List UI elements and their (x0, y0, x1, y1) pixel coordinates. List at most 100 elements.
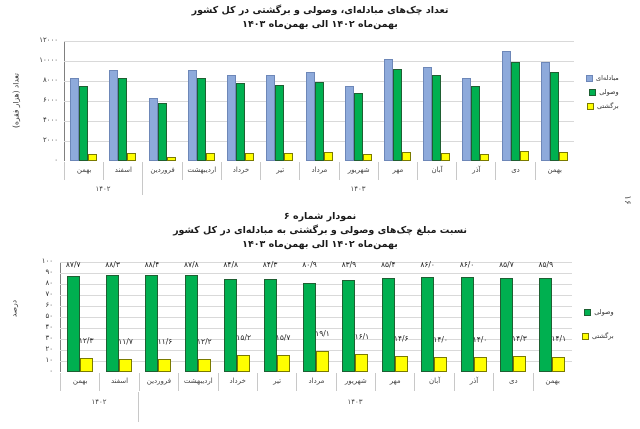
gridline (60, 295, 572, 296)
chart1-year-1402: ۱۴۰۲ (95, 185, 111, 193)
returned-percent-bar (276, 354, 290, 372)
returned-data-label: ۱۹/۱ (315, 328, 330, 338)
y-tick-label: ۴۰ (45, 323, 53, 331)
exchanged-bar (501, 51, 511, 161)
returned-data-label: ۱۶/۱ (354, 332, 370, 342)
collected-data-label: ۸۵/۴ (380, 260, 396, 269)
returned-data-label: ۱۴/۱ (551, 334, 567, 344)
collected-bar (353, 93, 363, 161)
x-category-label: تیر (256, 373, 296, 391)
exchanged-bar (540, 62, 550, 161)
returned-data-label: ۱۴/۶ (393, 333, 409, 343)
returned-bar (166, 156, 176, 161)
y-tick-label: ۷۰ (45, 290, 53, 298)
legend-label: برگشتی (592, 332, 614, 340)
returned-percent-bar (197, 358, 211, 372)
returned-bar (362, 154, 372, 161)
x-category-label: آذر (456, 162, 495, 180)
returned-bar (480, 154, 490, 161)
legend-label: وصولی (594, 308, 614, 316)
collected-data-label: ۸۸/۴ (144, 260, 160, 269)
collected-bar (432, 75, 442, 161)
returned-bar (323, 151, 333, 161)
legend-item-exchanged: مبادله‌ای (586, 74, 619, 82)
y-tick-label: ۸۰۰۰ (42, 76, 58, 84)
gridline (60, 339, 572, 340)
collected-bar (79, 86, 89, 161)
x-category-label: بهمن (60, 373, 99, 391)
x-category-label: بهمن (64, 162, 103, 180)
x-category-label: دی (495, 162, 534, 180)
page-number: ۱۶ (622, 195, 633, 205)
returned-percent-bar (552, 356, 566, 372)
collected-percent-bar (224, 278, 238, 372)
exchanged-bar (109, 70, 119, 161)
legend-swatch-green-icon (589, 88, 597, 96)
gridline (60, 262, 572, 263)
collected-data-label: ۸۴/۸ (223, 260, 239, 269)
gridline (64, 41, 574, 42)
legend-swatch-green-icon (584, 308, 592, 316)
x-category-label: مرداد (299, 162, 338, 180)
collected-percent-bar (381, 278, 395, 372)
gridline (60, 317, 572, 318)
chart2-title-line2: بهمن‌ماه ۱۴۰۲ الی بهمن‌ماه ۱۴۰۳ (242, 239, 398, 250)
returned-bar (558, 151, 568, 161)
returned-percent-bar (79, 358, 93, 372)
gridline (60, 284, 572, 285)
collected-percent-bar (499, 277, 513, 372)
returned-bar (441, 153, 451, 161)
returned-bar (401, 151, 411, 161)
chart2-year-1402: ۱۴۰۲ (91, 398, 107, 406)
exchanged-bar (227, 75, 237, 161)
x-category-label: آبان (416, 162, 456, 180)
chart2-x-axis-categories: بهمن اسفند فروردین اردیبهشت خرداد تیر مرداد شهر… (60, 373, 572, 391)
legend-item-returned: برگشتی (582, 332, 614, 340)
exchanged-bar (148, 98, 158, 161)
collected-data-label: ۸۵/۷ (499, 260, 514, 269)
returned-percent-bar (237, 355, 251, 372)
chart2-year-separator (138, 392, 139, 422)
chart1-plot-area (64, 41, 574, 161)
x-category-label: شهریور (335, 373, 375, 391)
y-tick-label: ۱۲۰۰۰ (39, 36, 58, 44)
collected-percent-bar (263, 279, 277, 372)
y-tick-label: ۹۰ (45, 268, 53, 276)
gridline (60, 350, 572, 351)
returned-bar (127, 153, 137, 161)
y-tick-label: ۱۰ (45, 356, 53, 364)
returned-bar (245, 152, 255, 161)
returned-bar (205, 153, 215, 161)
chart2-plot-area: ۸۷/۷ ۱۲/۳ ۸۸/۳ ۱۱/۷ ۸۸/۴ ۱۱/۶ ۸۷/۸ ۱۲/۲ ۸۴/۸ ۱۵/۲… (60, 260, 572, 372)
x-category-label: شهریور (338, 162, 378, 180)
collected-data-label: ۸۳/۹ (341, 260, 357, 269)
chart1-year-1403: ۱۴۰۳ (350, 185, 366, 193)
returned-percent-bar (158, 359, 172, 372)
chart2-y-axis-label: درصد (9, 299, 19, 318)
returned-percent-bar (394, 355, 408, 372)
returned-percent-bar (512, 356, 526, 372)
x-category-label: فروردین (138, 373, 178, 391)
x-category-label: اردیبهشت (178, 373, 217, 391)
returned-bar (519, 150, 529, 161)
y-tick-label: ۱۰۰۰۰ (39, 56, 58, 64)
x-category-label: بهمن (534, 162, 574, 180)
collected-percent-bar (106, 274, 120, 372)
x-category-label: آبان (414, 373, 453, 391)
y-tick-label: ۲۰ (45, 345, 53, 353)
x-category-label: مهر (377, 162, 417, 180)
x-category-label: اسفند (99, 373, 138, 391)
chart2-legend: وصولی برگشتی (582, 308, 614, 346)
y-tick-label: ۵۰ (45, 312, 53, 320)
collected-data-label: ۸۶/۰ (459, 260, 475, 269)
exchanged-bar (187, 70, 197, 161)
collected-bar (314, 81, 324, 161)
legend-item-returned: برگشتی (586, 102, 619, 110)
legend-item-collected: وصولی (582, 308, 614, 316)
returned-data-label: ۱۴/۰ (433, 334, 448, 344)
x-category-label: آذر (453, 373, 493, 391)
exchanged-bar (344, 86, 354, 161)
chart2-title-line0: نمودار شماره ۶ (283, 211, 357, 222)
legend-swatch-blue-icon (586, 74, 593, 82)
exchanged-bar (383, 59, 393, 161)
